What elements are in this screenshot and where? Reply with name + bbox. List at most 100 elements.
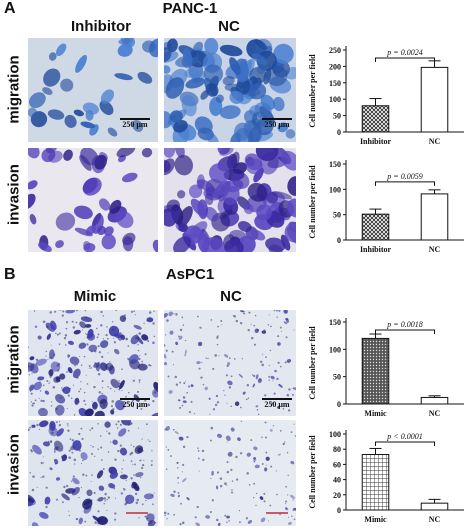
- y-tick-label: 0: [337, 506, 341, 515]
- stained-cell: [246, 158, 263, 175]
- stained-cell: [277, 406, 280, 409]
- stained-cell: [55, 477, 61, 481]
- stained-cell: [272, 96, 285, 112]
- stained-cell: [80, 452, 88, 461]
- stained-cell: [29, 384, 35, 391]
- stained-cell: [28, 193, 36, 209]
- stained-cell: [182, 400, 187, 404]
- panel-a-col-label-2: NC: [218, 18, 240, 35]
- stained-cell: [293, 508, 296, 511]
- stained-cell: [247, 182, 268, 202]
- stained-cell: [164, 65, 171, 74]
- stained-cell: [176, 190, 186, 199]
- stained-cell: [255, 374, 259, 380]
- y-axis-label: Cell number per field: [308, 326, 317, 400]
- stained-cell: [28, 92, 46, 109]
- stained-cell: [124, 494, 135, 504]
- stained-cell: [86, 489, 93, 497]
- stained-cell: [33, 381, 42, 391]
- stained-cell: [97, 516, 108, 526]
- stained-cell: [38, 242, 52, 252]
- stained-cell: [82, 498, 93, 510]
- p-value-annotation: p < 0.0001: [386, 432, 422, 441]
- x-tick-label: Mimic: [364, 515, 387, 524]
- error-bar: [428, 395, 441, 398]
- stained-cell: [225, 435, 231, 442]
- stained-cell: [108, 325, 120, 337]
- stained-cell: [104, 421, 111, 428]
- stained-cell: [215, 94, 224, 103]
- stained-cell: [141, 148, 153, 158]
- stained-cell: [256, 117, 274, 136]
- bar-nc: [420, 502, 449, 511]
- stained-cell: [32, 444, 42, 455]
- stained-cell: [99, 340, 109, 349]
- stained-cell: [45, 322, 55, 332]
- y-axis-label: Cell number per field: [308, 54, 317, 128]
- micrograph-a-inhibitor-invasion: [28, 148, 158, 252]
- panel-b-row-label-1: migration: [5, 325, 23, 394]
- stained-cell: [219, 44, 243, 57]
- significance-bracket: [375, 57, 435, 62]
- stained-cell: [98, 198, 111, 211]
- stained-cell: [49, 420, 56, 431]
- stained-cell: [114, 348, 120, 355]
- stained-cell: [110, 409, 115, 415]
- x-tick-label: NC: [429, 409, 441, 418]
- stained-cell: [44, 496, 51, 505]
- stained-cell: [55, 404, 65, 416]
- stained-cell: [137, 71, 153, 84]
- stained-cell: [78, 517, 84, 525]
- stained-cell: [286, 358, 292, 363]
- chart-b-invasion: Cell number per field 0 20 40 60 80 100 Mimic NC…: [308, 430, 464, 524]
- significance-bracket: [375, 441, 435, 446]
- stained-cell: [28, 107, 38, 118]
- stained-cell: [133, 324, 142, 330]
- stained-cell: [248, 126, 261, 142]
- stained-cell: [67, 340, 75, 345]
- y-tick-label: 50: [333, 112, 341, 121]
- y-tick-label: 40: [333, 476, 341, 485]
- stained-cell: [205, 131, 219, 142]
- stained-cell: [255, 148, 279, 162]
- stained-cell: [42, 87, 53, 95]
- stained-cell: [227, 451, 233, 457]
- stained-cell: [151, 412, 158, 416]
- stained-cell: [131, 119, 144, 133]
- stained-cell: [290, 460, 295, 465]
- stained-cell: [169, 110, 183, 123]
- stained-cell: [190, 384, 194, 388]
- stained-cell: [174, 154, 194, 176]
- error-bar: [428, 189, 441, 194]
- stained-cell: [135, 472, 144, 478]
- micrograph-b-mimic-invasion: [28, 420, 158, 526]
- stained-cell: [115, 399, 125, 411]
- stained-cell: [97, 496, 104, 502]
- scale-bar-b-1-label: 250 μm: [122, 400, 148, 409]
- stained-cell: [65, 310, 75, 314]
- stained-cell: [59, 373, 66, 380]
- stained-cell: [73, 329, 81, 335]
- stained-cell: [222, 185, 240, 206]
- stained-cell: [287, 176, 296, 196]
- error-bar: [428, 498, 441, 504]
- stained-cell: [87, 328, 94, 339]
- stained-cell: [72, 368, 81, 379]
- stained-cell: [215, 180, 231, 196]
- panel-a-col-label-1: Inhibitor: [71, 18, 131, 35]
- x-tick-label: NC: [429, 245, 441, 254]
- stained-cell: [237, 221, 252, 232]
- stained-cell: [255, 405, 259, 408]
- stained-cell: [85, 324, 92, 328]
- stained-cell: [283, 321, 288, 325]
- stained-cell: [109, 471, 119, 479]
- scale-bar-a-1: 250 μm: [118, 118, 152, 138]
- stained-cell: [204, 193, 214, 206]
- stained-cell: [63, 149, 73, 161]
- stained-cell: [290, 494, 295, 499]
- stained-cell: [132, 481, 140, 491]
- stained-cell: [99, 100, 114, 116]
- stained-cell: [110, 378, 120, 389]
- stained-cell: [253, 457, 257, 460]
- significance-bracket: [375, 329, 435, 334]
